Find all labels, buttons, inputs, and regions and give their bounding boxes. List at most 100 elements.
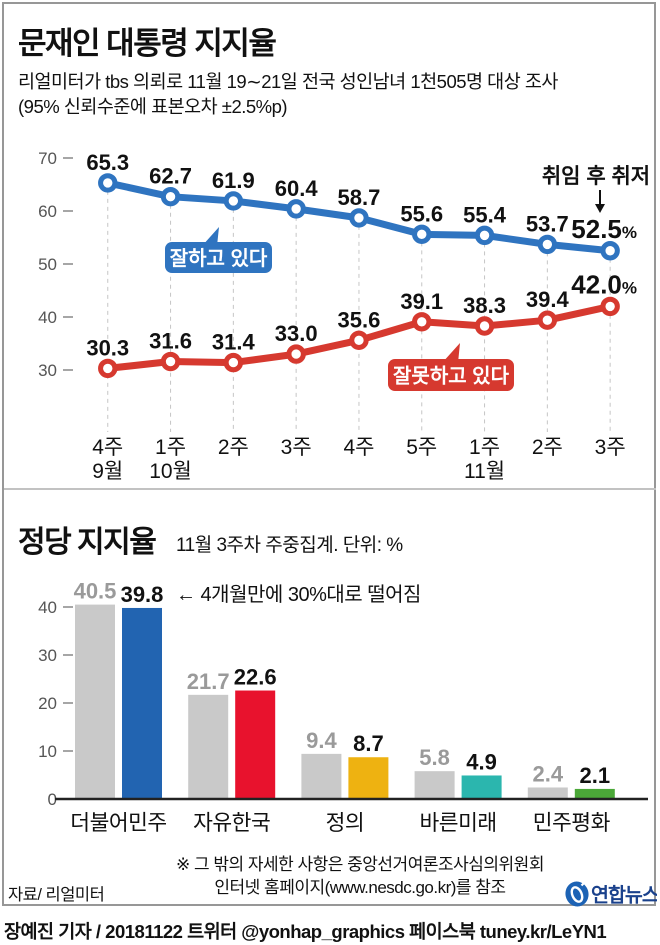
category-label: 바른미래: [420, 811, 497, 835]
svg-text:5주: 5주: [406, 436, 437, 459]
approve-label-box: 잘하고 있다: [165, 227, 272, 273]
footnote: ※ 그 밖의 자세한 사항은 중앙선거여론조사심의위원회 인터넷 홈페이지(ww…: [140, 853, 580, 899]
value-label: 60.4: [275, 176, 319, 201]
byline: 장예진 기자 / 20181122 트위터 @yonhap_graphics 페…: [4, 921, 607, 942]
previous-week-bar: [188, 694, 229, 799]
svg-text:4주: 4주: [343, 436, 374, 459]
approve-series: 65.362.7 61.9 60.4 58.755.6 55.4 53.7 52.5%: [86, 150, 637, 261]
svg-text:10: 10: [38, 742, 57, 761]
party-bars: 40.5 39.8 더불어민주 21.7 22.6 자유한국 9.4 8.7 정의 5.8 4.9 바…: [70, 579, 615, 835]
data-point: [223, 352, 244, 373]
current-week-bar: [461, 775, 502, 799]
svg-text:11월: 11월: [464, 460, 505, 483]
yonhap-logo: 연합뉴스: [565, 880, 657, 907]
section-divider: [4, 488, 656, 490]
svg-text:60: 60: [38, 202, 57, 221]
previous-value-label: 5.8: [419, 745, 450, 770]
value-label: 30.3: [86, 335, 129, 360]
bar-group: 9.4 8.7 정의: [301, 728, 389, 835]
svg-text:10월: 10월: [149, 460, 192, 483]
data-point: [286, 199, 306, 219]
value-label: 55.6: [400, 201, 443, 226]
party-section-subtitle: 11월 3주차 주중집계. 단위: %: [176, 535, 403, 556]
value-label: 31.4: [212, 330, 256, 355]
value-label: 61.9: [212, 168, 255, 193]
data-point: [474, 225, 495, 246]
svg-text:50: 50: [38, 255, 57, 274]
value-label: 65.3: [86, 150, 129, 175]
svg-text:30: 30: [38, 361, 57, 380]
lowest-annotation: 취임 후 취저: [542, 164, 650, 213]
svg-text:0: 0: [48, 790, 57, 809]
current-value-label: 4.9: [466, 749, 497, 774]
svg-text:4주: 4주: [92, 436, 123, 459]
data-point: [537, 310, 558, 330]
previous-week-bar: [301, 753, 342, 799]
current-week-bar: [348, 757, 389, 799]
data-point: [160, 186, 181, 207]
svg-text:30: 30: [38, 646, 57, 665]
bar-group: 40.5 39.8 더불어민주: [70, 579, 167, 835]
current-value-label: 39.8: [121, 582, 164, 607]
line-chart-y-axis: 70 60 50 40 30: [38, 149, 73, 380]
value-label: 58.7: [338, 185, 381, 210]
bar-group: 21.7 22.6 자유한국: [187, 665, 277, 835]
svg-text:40: 40: [38, 598, 57, 617]
value-label: 33.0: [275, 321, 318, 346]
svg-text:2주: 2주: [532, 436, 563, 459]
current-value-label: 8.7: [353, 731, 384, 756]
svg-text:1주: 1주: [469, 436, 500, 459]
previous-week-bar: [527, 787, 568, 799]
value-label: 39.4: [526, 287, 570, 312]
bar-group: 2.4 2.1 민주평화: [527, 761, 615, 835]
footnote-line2: 인터넷 홈페이지(www.nesdc.go.kr)를 참조: [214, 878, 506, 897]
data-point: [349, 208, 369, 228]
data-point: [412, 224, 432, 245]
svg-text:70: 70: [38, 149, 57, 168]
data-point: [98, 358, 118, 379]
data-point: [98, 173, 118, 193]
page-title: 문재인 대통령 지지율: [18, 26, 277, 61]
category-label: 민주평화: [533, 811, 611, 835]
previous-value-label: 21.7: [187, 669, 230, 694]
svg-text:1주: 1주: [155, 436, 186, 459]
data-point: [160, 351, 181, 372]
svg-text:3주: 3주: [281, 436, 312, 459]
value-label: 39.1: [400, 289, 443, 314]
svg-text:40: 40: [38, 308, 57, 327]
current-value-label: 2.1: [580, 763, 611, 788]
data-point: [600, 241, 620, 261]
svg-text:2주: 2주: [218, 436, 249, 459]
data-point: [537, 234, 558, 255]
data-point: [286, 344, 306, 364]
svg-text:취임 후 취저: 취임 후 취저: [542, 164, 650, 188]
survey-margin-of-error: (95% 신뢰수준에 표본오차 ±2.5%p): [18, 96, 288, 117]
yonhap-logo-text: 연합뉴스: [591, 885, 657, 907]
current-week-bar: [235, 690, 276, 799]
previous-value-label: 40.5: [74, 579, 117, 604]
frame-border: [2, 2, 656, 906]
category-label: 정의: [326, 811, 365, 835]
category-label: 더불어민주: [70, 811, 166, 835]
value-label: 55.4: [463, 202, 507, 227]
data-source: 자료/ 리얼미터: [8, 886, 105, 904]
current-week-bar: [122, 607, 162, 799]
party-section-title: 정당 지지율: [18, 526, 157, 559]
category-label: 자유한국: [193, 811, 270, 835]
value-label: 53.7: [526, 211, 569, 236]
data-point: [223, 191, 244, 211]
data-point: [349, 330, 369, 351]
yonhap-logo-icon: [565, 880, 589, 907]
svg-text:9월: 9월: [92, 460, 123, 483]
previous-week-bar: [75, 604, 115, 799]
footnote-line1: ※ 그 밖의 자세한 사항은 중앙선거여론조사심의위원회: [176, 855, 544, 874]
previous-value-label: 9.4: [306, 728, 337, 753]
current-value-label: 22.6: [234, 665, 277, 690]
svg-text:잘못하고 있다: 잘못하고 있다: [393, 365, 510, 388]
drop-annotation: ← 4개월만에 30%대로 떨어짐: [176, 583, 421, 606]
bar-group: 5.8 4.9 바른미래: [414, 745, 502, 835]
svg-text:20: 20: [38, 694, 57, 713]
svg-text:잘하고 있다: 잘하고 있다: [170, 247, 268, 270]
